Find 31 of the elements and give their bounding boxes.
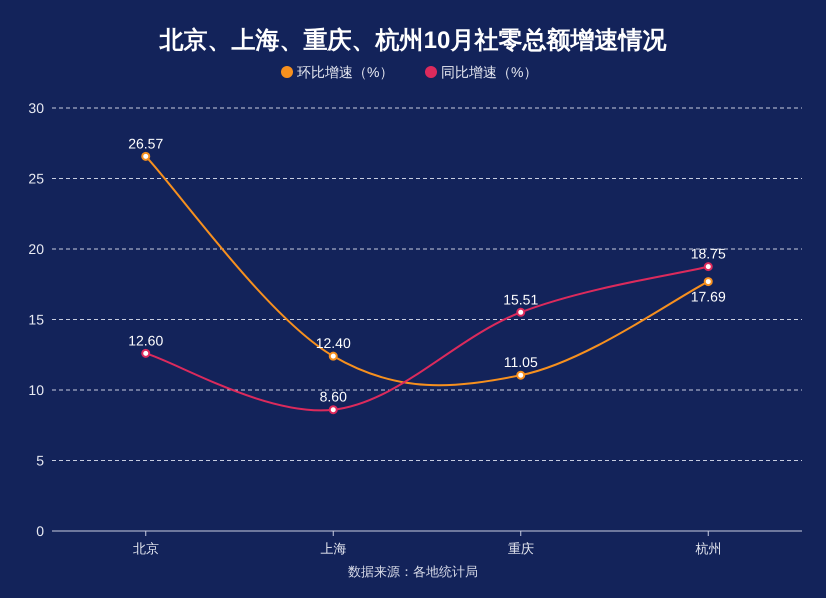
data-label: 11.05	[504, 354, 538, 370]
data-label: 8.60	[320, 388, 348, 405]
data-label: 18.75	[690, 246, 726, 262]
source-note: 数据来源：各地统计局	[348, 564, 478, 579]
point	[704, 277, 713, 286]
x-tick-label: 杭州	[694, 541, 722, 556]
y-tick-label: 15	[28, 312, 44, 328]
data-label: 15.51	[503, 291, 538, 308]
legend-label: 同比增速（%）	[441, 64, 538, 80]
data-label: 12.40	[316, 335, 351, 352]
y-tick-label: 0	[36, 523, 44, 539]
x-tick-label: 北京	[132, 541, 159, 556]
x-tick-label: 重庆	[508, 541, 534, 556]
y-tick-label: 20	[28, 241, 44, 257]
point	[328, 405, 338, 414]
y-tick-label: 5	[36, 452, 44, 468]
data-label: 26.57	[128, 135, 164, 152]
y-tick-label: 30	[28, 100, 44, 116]
y-tick-label: 25	[28, 170, 44, 186]
legend-label: 环比增速（%）	[297, 64, 394, 80]
data-label: 17.69	[690, 288, 726, 305]
chart-title: 北京、上海、重庆、杭州10月社零总额增速情况	[158, 27, 668, 54]
point	[516, 308, 526, 317]
data-label: 12.60	[128, 332, 164, 348]
point	[704, 262, 713, 272]
point	[516, 370, 526, 380]
point	[141, 348, 150, 358]
point	[141, 152, 150, 161]
x-tick-label: 上海	[320, 541, 346, 556]
y-tick-label: 10	[28, 382, 44, 398]
point	[328, 352, 338, 361]
